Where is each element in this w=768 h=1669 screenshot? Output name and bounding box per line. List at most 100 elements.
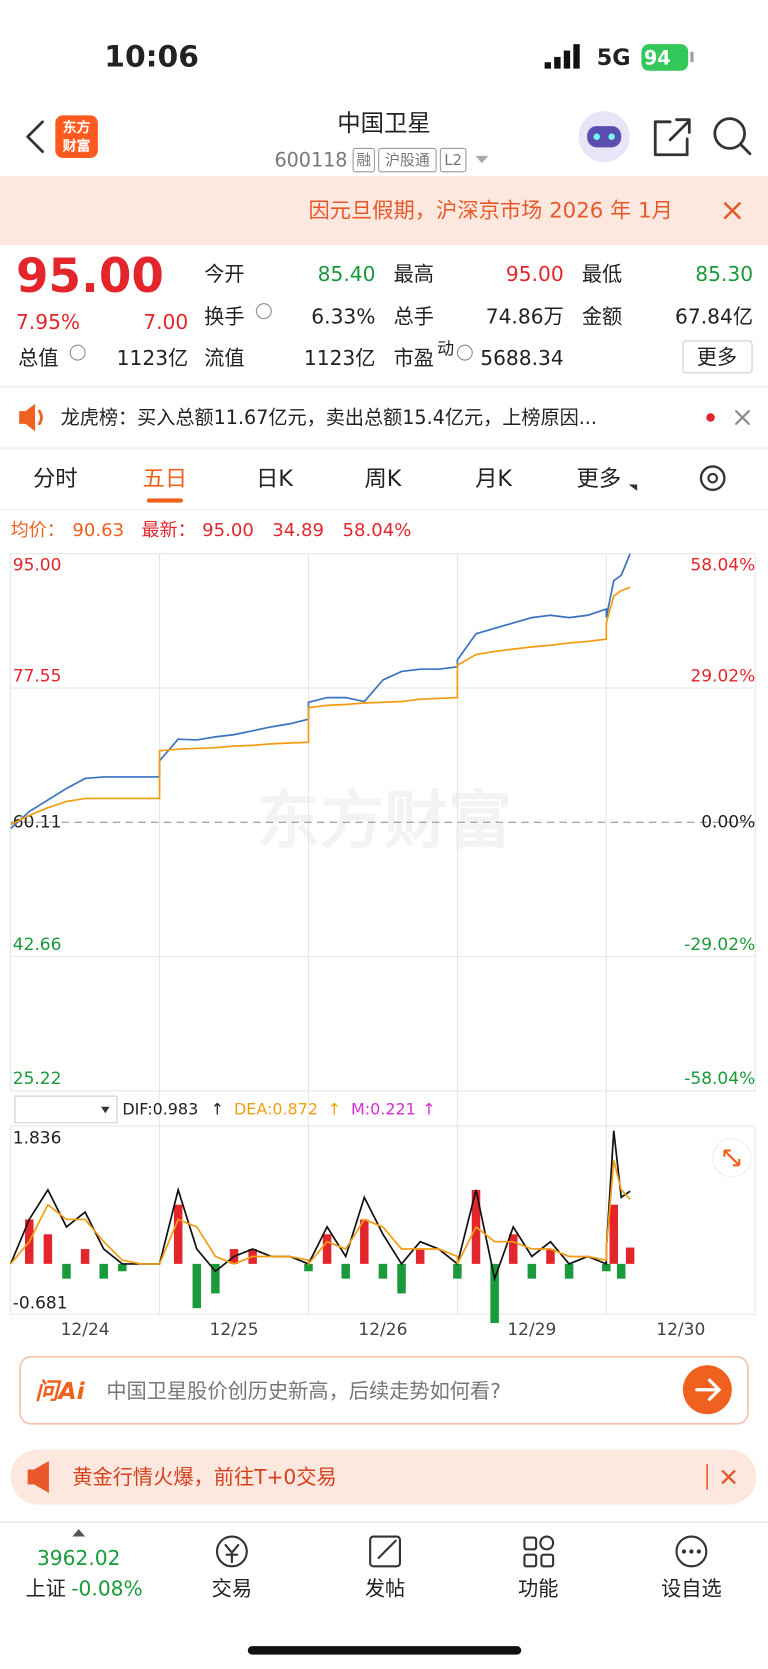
ai-send[interactable]: [682, 1365, 732, 1415]
macd-legend-arrow: ↑: [422, 1099, 435, 1118]
index-caret: [72, 1529, 86, 1537]
macd-bar: [490, 1263, 499, 1324]
macd-bar: [378, 1263, 388, 1279]
x-tick-label: 12/24: [61, 1320, 110, 1340]
chart-legend: 58.04%: [343, 520, 412, 541]
indicator-select[interactable]: [14, 1095, 118, 1124]
back-button[interactable]: [26, 120, 44, 153]
divider: [0, 385, 768, 388]
ai-bar[interactable]: [19, 1355, 749, 1425]
macd-bar: [118, 1263, 127, 1272]
series-line: [10, 553, 631, 830]
y2-tick-label: 58.04%: [690, 555, 755, 575]
banner-icon: [27, 1461, 49, 1493]
more-button[interactable]: [682, 340, 753, 374]
dropdown-caret[interactable]: [475, 155, 489, 164]
notice-text[interactable]: 因元旦假期，沪深京市场 2026 年 1月: [308, 199, 672, 224]
field-label: 最高: [394, 262, 434, 286]
index-change: -0.08%: [71, 1577, 142, 1601]
x-tick-label: 12/29: [507, 1320, 556, 1340]
y-tick-label: 1.836: [13, 1129, 62, 1149]
nav-item[interactable]: 交易: [212, 1577, 252, 1601]
tab[interactable]: 月K: [475, 466, 513, 492]
nav-item[interactable]: 功能: [518, 1577, 558, 1601]
share-button[interactable]: [653, 118, 691, 157]
function-icon: [523, 1535, 555, 1568]
ai-logo: 问Ai: [35, 1377, 85, 1405]
macd-bar: [609, 1204, 619, 1264]
close-notice[interactable]: [723, 201, 742, 220]
notice-bar: [0, 176, 768, 246]
macd-bar: [508, 1234, 518, 1264]
banner[interactable]: [10, 1449, 757, 1505]
search-button[interactable]: [713, 117, 752, 156]
macd-line: [9, 1160, 631, 1267]
chart-legend: 90.63: [72, 520, 124, 541]
macd-bar: [397, 1263, 406, 1294]
y2-tick-label: 0.00%: [701, 812, 755, 832]
macd-bar: [602, 1263, 611, 1272]
nav-item[interactable]: 设自选: [661, 1577, 722, 1601]
index-value[interactable]: 3962.02: [37, 1546, 121, 1570]
macd-bar: [453, 1263, 462, 1279]
info-icon[interactable]: [456, 344, 473, 361]
home-indicator: [247, 1646, 522, 1655]
active-tab-indicator: [146, 498, 183, 503]
speaker-icon: [19, 403, 43, 432]
lhb-text[interactable]: 龙虎榜：买入总额11.67亿元，卖出总额15.4亿元，上榜原因...: [61, 406, 597, 429]
macd-legend: M:0.221: [351, 1099, 416, 1118]
field-value: 85.30: [695, 262, 753, 286]
x-tick-label: 12/25: [210, 1320, 259, 1340]
macd-bar: [322, 1234, 332, 1264]
y-tick-label: 25.22: [13, 1069, 62, 1089]
tab[interactable]: 分时: [33, 466, 78, 492]
banner-close[interactable]: [721, 1469, 736, 1485]
intraday-chart: 12/24 12/25 12/26 12/29 12/30 95.00 77.55 60.11…: [9, 520, 756, 1340]
field-label: 今开: [204, 262, 244, 286]
settings-button[interactable]: [699, 465, 726, 492]
watchlist-icon: [675, 1535, 708, 1568]
y2-tick-label: 29.02%: [690, 666, 755, 686]
chart-legend: 34.89: [272, 520, 324, 541]
tag: 融: [356, 151, 371, 169]
nav-border: [0, 1521, 768, 1523]
expand-button[interactable]: [712, 1138, 752, 1178]
field-label-sup: 动: [437, 339, 454, 359]
close-lhb[interactable]: [735, 410, 750, 425]
battery: [641, 44, 689, 71]
tabs: 分时 五日 日K 周K 月K 更多: [33, 466, 621, 492]
field-label: 总值: [18, 346, 58, 370]
signal-icon: [544, 44, 580, 69]
nav-item[interactable]: 发帖: [365, 1577, 405, 1601]
macd-bar: [341, 1263, 350, 1279]
logo-text: 财富: [63, 137, 91, 154]
macd-bar: [546, 1249, 555, 1264]
tab[interactable]: 日K: [256, 466, 294, 492]
macd-bar: [62, 1263, 71, 1279]
banner-sep: [706, 1464, 708, 1490]
battery-cap: [690, 51, 694, 63]
macd-legend-arrow: ↑: [328, 1099, 341, 1118]
tab[interactable]: 五日: [143, 466, 188, 492]
series-line: [10, 586, 631, 826]
field-label: 流值: [204, 346, 244, 370]
field-value: 85.40: [318, 262, 376, 286]
info-icon[interactable]: [69, 344, 86, 361]
tag: L2: [444, 151, 462, 169]
info-icon[interactable]: [255, 303, 272, 320]
assistant-avatar[interactable]: [578, 111, 630, 163]
macd-bar: [625, 1247, 635, 1264]
app-logo[interactable]: [55, 115, 98, 158]
tab[interactable]: 更多: [577, 466, 622, 492]
nav-items: 交易 发帖 功能 设自选: [212, 1577, 722, 1601]
indicator-caret: [101, 1106, 110, 1114]
more-label: 更多: [697, 345, 737, 369]
macd-legend: DEA:0.872: [234, 1099, 318, 1118]
tab[interactable]: 周K: [364, 466, 402, 492]
field-label: 总手: [394, 304, 434, 328]
tag: 沪股通: [385, 151, 430, 169]
y-tick-label: -0.681: [13, 1294, 68, 1314]
tab-more-caret: [628, 484, 638, 491]
field-label: 换手: [204, 304, 244, 328]
